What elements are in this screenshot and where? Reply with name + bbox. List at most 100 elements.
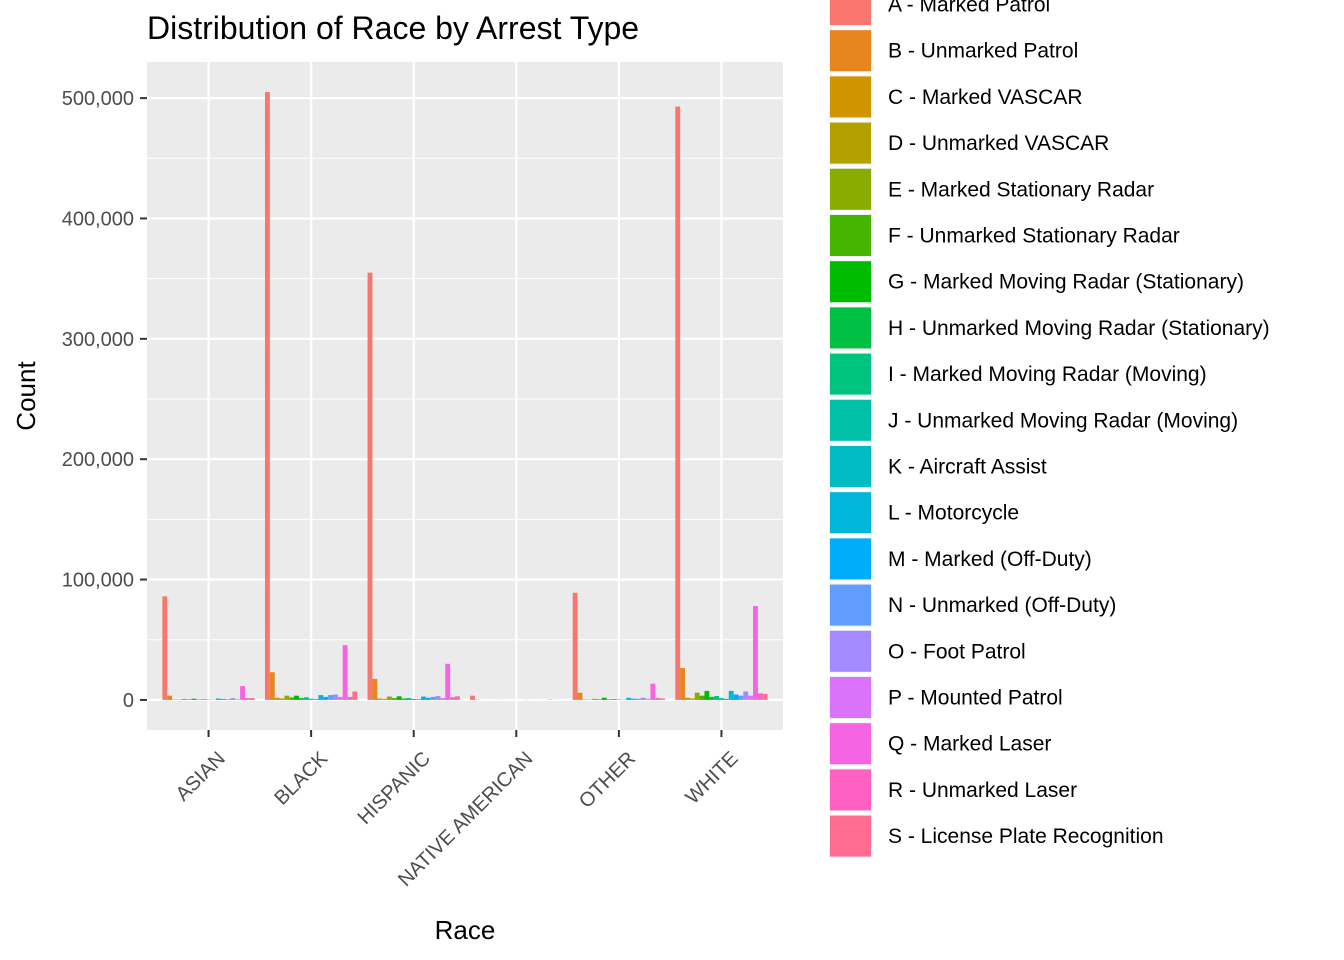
legend-label: R - Unmarked Laser — [888, 779, 1077, 802]
x-tick-label: OTHER — [575, 748, 640, 813]
bar — [313, 699, 319, 700]
bar — [694, 692, 700, 700]
legend-label: I - Marked Moving Radar (Moving) — [888, 363, 1207, 386]
y-axis: 0 100,000 200,000 300,000 400,000 500,000 — [62, 88, 147, 712]
bar — [606, 699, 612, 700]
bar — [420, 696, 426, 700]
bar — [308, 698, 314, 700]
bar — [191, 698, 197, 700]
bar — [347, 696, 353, 700]
legend-label: P - Mounted Patrol — [888, 687, 1063, 710]
chart-title: Distribution of Race by Arrest Type — [147, 10, 639, 46]
bar — [372, 678, 378, 700]
legend-label: B - Unmarked Patrol — [888, 40, 1078, 63]
y-tick-label: 400,000 — [62, 208, 134, 230]
x-tick-label: WHITE — [681, 748, 742, 809]
bar — [430, 696, 436, 700]
bar — [753, 606, 758, 700]
bar — [240, 686, 245, 700]
y-tick-label: 200,000 — [62, 449, 134, 471]
bar — [650, 683, 656, 700]
bar — [743, 691, 749, 700]
legend: A - Marked Patrol B - Unmarked Patrol C - … — [829, 0, 1270, 858]
bar — [455, 696, 460, 700]
legend-label: M - Marked (Off-Duty) — [888, 548, 1092, 571]
bar — [332, 694, 338, 700]
bar — [352, 691, 358, 700]
bar — [225, 699, 231, 700]
bar — [215, 698, 221, 700]
x-axis-title: Race — [435, 915, 496, 945]
bar — [318, 695, 324, 700]
bar — [733, 694, 739, 700]
bar — [723, 698, 729, 700]
bar — [689, 698, 695, 700]
legend-key — [830, 399, 871, 441]
bar — [440, 698, 446, 700]
legend-key — [830, 538, 871, 580]
x-tick-label: HISPANIC — [354, 748, 435, 829]
bar — [303, 697, 309, 700]
bar — [704, 690, 710, 700]
bar — [757, 693, 763, 700]
legend-key — [830, 677, 871, 718]
bar — [631, 698, 636, 700]
bar — [411, 698, 417, 700]
legend-key — [830, 30, 871, 72]
bar — [445, 663, 451, 700]
bar — [635, 698, 641, 700]
legend-label: O - Foot Patrol — [888, 640, 1026, 663]
legend-key — [830, 446, 871, 487]
bar — [425, 697, 431, 700]
legend-key — [830, 261, 871, 303]
bar — [748, 695, 754, 700]
legend-label: J - Unmarked Moving Radar (Moving) — [888, 409, 1238, 432]
bar — [640, 697, 646, 700]
legend-label: A - Marked Patrol — [888, 0, 1050, 17]
bar — [181, 698, 187, 700]
bar — [660, 698, 666, 700]
bar — [416, 699, 421, 700]
y-tick-label: 300,000 — [62, 329, 134, 351]
bar — [186, 699, 192, 700]
bar — [645, 698, 651, 700]
legend-key — [830, 168, 871, 210]
bar — [386, 696, 392, 700]
bar — [279, 698, 285, 700]
bar — [162, 596, 168, 700]
legend-key — [830, 723, 871, 765]
y-tick-label: 0 — [123, 690, 134, 712]
legend-label: C - Marked VASCAR — [888, 86, 1083, 109]
bar — [714, 696, 720, 700]
bar — [323, 696, 329, 700]
y-axis-title: Count — [11, 361, 41, 431]
bar — [592, 698, 598, 700]
bar — [244, 698, 250, 700]
legend-label: H - Unmarked Moving Radar (Stationary) — [888, 317, 1270, 340]
legend-label: E - Marked Stationary Radar — [888, 178, 1154, 201]
bar — [391, 698, 397, 700]
legend-key — [830, 630, 871, 672]
legend-label: Q - Marked Laser — [888, 733, 1051, 756]
bar — [382, 698, 387, 700]
bar — [220, 698, 226, 700]
bar — [675, 106, 681, 700]
x-tick-label: ASIAN — [172, 748, 230, 806]
x-tick-label: BLACK — [270, 747, 332, 809]
bar — [597, 699, 602, 700]
legend-key — [830, 584, 871, 626]
bar — [201, 699, 207, 700]
legend-key — [830, 353, 871, 395]
bar — [249, 698, 255, 700]
bar — [167, 695, 173, 700]
bar — [377, 698, 383, 700]
y-tick-label: 100,000 — [62, 570, 134, 592]
bar — [572, 592, 578, 700]
legend-key — [830, 122, 871, 164]
legend-label: N - Unmarked (Off-Duty) — [888, 594, 1116, 617]
bar — [342, 645, 348, 700]
bar — [762, 693, 768, 700]
legend-label: F - Unmarked Stationary Radar — [888, 225, 1180, 248]
